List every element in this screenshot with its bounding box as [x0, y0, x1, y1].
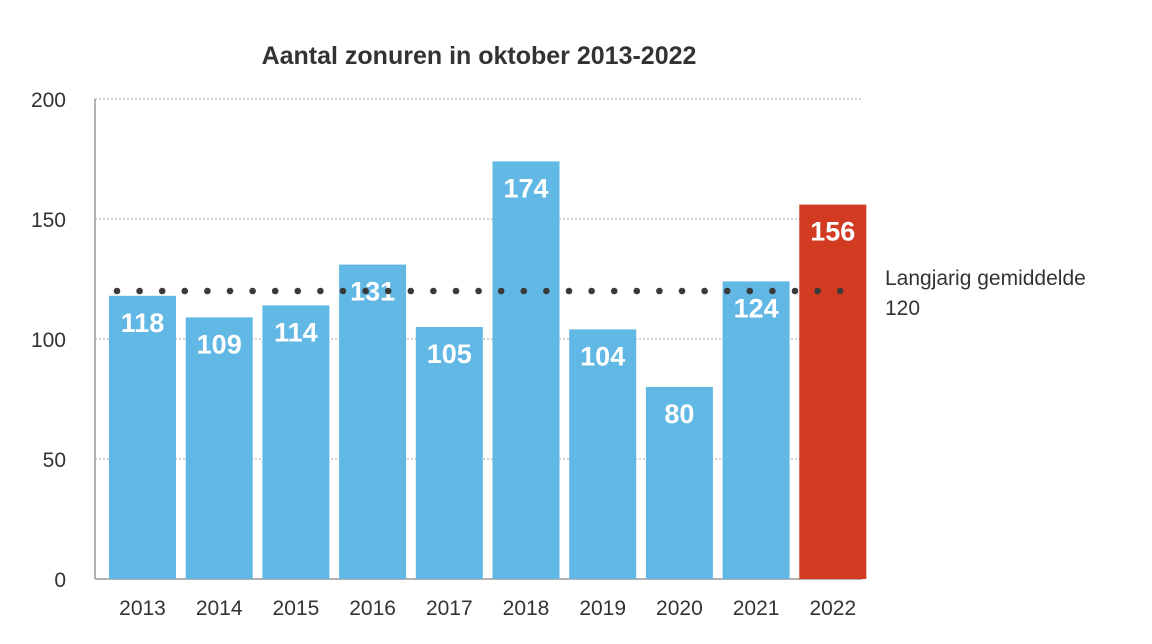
reference-line-dot	[249, 287, 256, 295]
reference-line-dot	[610, 287, 618, 295]
bar-2017	[415, 327, 483, 579]
reference-line-dot	[836, 287, 844, 295]
reference-line-dot	[746, 287, 754, 295]
reference-line-dot	[814, 287, 821, 295]
bar-2015	[262, 305, 330, 579]
x-tick-label: 2019	[579, 597, 626, 620]
reference-line-dot	[271, 287, 279, 295]
reference-line-dot	[791, 287, 799, 295]
reference-line-dot	[497, 287, 505, 295]
reference-line-dot	[723, 287, 731, 295]
bar-2014	[185, 317, 253, 579]
x-tick-label: 2017	[426, 597, 473, 620]
reference-line-dot	[113, 287, 121, 295]
data-label: 104	[580, 341, 625, 371]
reference-line-dot	[317, 287, 324, 295]
reference-line-value: 120	[885, 297, 920, 320]
reference-line-dot	[656, 287, 663, 295]
x-tick-label: 2016	[349, 597, 396, 620]
chart-title: Aantal zonuren in oktober 2013-2022	[262, 42, 697, 70]
bar-2020	[645, 387, 713, 579]
data-label: 114	[274, 317, 318, 347]
x-tick-label: 2014	[196, 597, 243, 620]
bar-2019	[569, 329, 637, 579]
data-label: 80	[664, 399, 694, 429]
reference-line-dot	[701, 287, 708, 295]
data-label: 109	[197, 329, 242, 359]
bar-2013	[109, 295, 176, 579]
reference-line-dot	[158, 287, 166, 295]
y-tick-label: 0	[54, 569, 66, 592]
reference-line-dot	[407, 287, 415, 295]
reference-line-dot	[452, 287, 460, 295]
reference-line-dot	[226, 287, 234, 295]
y-tick-label: 100	[31, 329, 66, 352]
reference-line-dot	[475, 287, 482, 295]
reference-line-dot	[181, 287, 189, 295]
bar-2016	[339, 264, 407, 579]
x-tick-label: 2022	[809, 597, 856, 620]
data-label: 105	[427, 339, 472, 369]
reference-line-dot	[633, 287, 641, 295]
x-tick-label: 2013	[119, 597, 166, 620]
bar-2018	[492, 161, 560, 579]
bar-2021	[722, 281, 790, 579]
reference-line-dot	[565, 287, 573, 295]
x-tick-label: 2015	[273, 597, 320, 620]
reference-line-dot	[430, 287, 437, 295]
x-tick-label: 2021	[733, 597, 780, 620]
data-label: 174	[503, 173, 548, 203]
reference-line-dot	[294, 287, 302, 295]
y-tick-label: 50	[43, 449, 66, 472]
x-tick-label: 2018	[503, 597, 550, 620]
data-label: 118	[121, 308, 165, 338]
reference-line-dot	[362, 287, 369, 295]
x-tick-label: 2020	[656, 597, 703, 620]
reference-line-dot	[384, 287, 392, 295]
reference-line-dot	[136, 287, 143, 295]
data-label: 156	[810, 217, 855, 247]
y-tick-label: 200	[31, 89, 66, 112]
bar-2022	[799, 204, 867, 579]
reference-line-dot	[588, 287, 595, 295]
reference-line-label: Langjarig gemiddelde	[885, 267, 1086, 290]
reference-line-dot	[204, 287, 211, 295]
y-tick-label: 150	[31, 209, 66, 232]
reference-line-dot	[543, 287, 550, 295]
data-label: 124	[734, 293, 779, 323]
reference-line-dot	[520, 287, 528, 295]
reference-line-dot	[678, 287, 686, 295]
reference-line-dot	[769, 287, 776, 295]
reference-line-dot	[339, 287, 347, 295]
